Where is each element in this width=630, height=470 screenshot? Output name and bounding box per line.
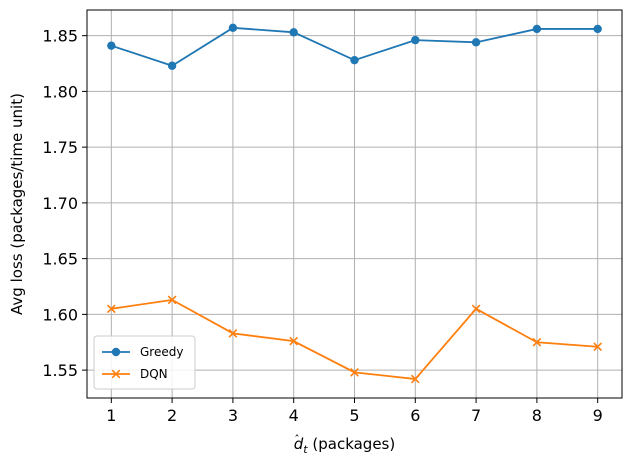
data-point — [350, 56, 358, 64]
x-axis-label-base: d — [294, 435, 304, 453]
x-axis: 1 2 3 4 5 6 7 8 9 — [106, 398, 603, 425]
data-point — [290, 28, 298, 36]
x-tick-label: 9 — [593, 406, 603, 425]
y-tick-label: 1.65 — [42, 250, 78, 269]
y-tick-label: 1.70 — [42, 194, 78, 213]
data-point — [593, 25, 601, 33]
x-tick-label: 3 — [228, 406, 238, 425]
legend-label: Greedy — [140, 345, 183, 359]
x-axis-label-rest: (packages) — [308, 435, 396, 453]
x-tick-label: 5 — [349, 406, 359, 425]
x-axis-label: ˆdt (packages) — [294, 433, 395, 456]
x-tick-label: 4 — [289, 406, 299, 425]
y-axis-label: Avg loss (packages/time unit) — [8, 93, 26, 315]
legend: Greedy DQN — [94, 336, 195, 389]
x-tick-label: 7 — [471, 406, 481, 425]
data-point — [168, 62, 176, 70]
x-tick-label: 2 — [167, 406, 177, 425]
y-tick-label: 1.75 — [42, 138, 78, 157]
data-point — [533, 25, 541, 33]
x-tick-label: 6 — [410, 406, 420, 425]
data-point — [472, 38, 480, 46]
legend-label: DQN — [140, 367, 168, 381]
y-axis: 1.55 1.60 1.65 1.70 1.75 1.80 1.85 — [42, 27, 87, 380]
y-tick-label: 1.80 — [42, 82, 78, 101]
y-tick-label: 1.60 — [42, 305, 78, 324]
y-tick-label: 1.55 — [42, 361, 78, 380]
data-point — [411, 36, 419, 44]
legend-box — [94, 336, 195, 389]
legend-marker — [112, 348, 120, 356]
y-tick-label: 1.85 — [42, 27, 78, 46]
x-tick-label: 8 — [532, 406, 542, 425]
data-point — [107, 41, 115, 49]
data-point — [229, 24, 237, 32]
x-tick-label: 1 — [106, 406, 116, 425]
